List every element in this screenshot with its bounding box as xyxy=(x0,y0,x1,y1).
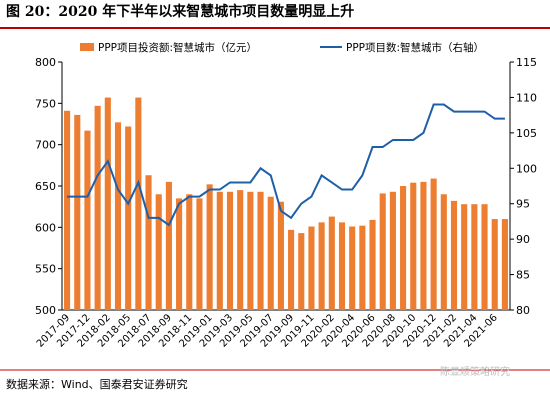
legend-swatch xyxy=(80,43,94,51)
chart-title: 图 20：2020 年下半年以来智慧城市项目数量明显上升 xyxy=(6,3,354,20)
bar xyxy=(267,196,274,310)
y-tick-label: 800 xyxy=(35,56,56,69)
bar xyxy=(125,126,132,310)
bar xyxy=(450,200,458,310)
bar xyxy=(155,194,162,310)
bar xyxy=(237,190,244,310)
bar xyxy=(135,97,142,311)
y-tick-label: 600 xyxy=(35,221,56,234)
y2-tick-label: 105 xyxy=(516,127,537,140)
bar xyxy=(491,219,498,310)
bar xyxy=(338,222,346,310)
y2-tick-label: 85 xyxy=(516,269,530,282)
bar xyxy=(165,181,172,310)
bar xyxy=(501,219,508,310)
y2-tick-label: 90 xyxy=(516,233,530,246)
bar xyxy=(430,178,437,310)
y2-tick-label: 110 xyxy=(516,91,537,104)
bar xyxy=(145,175,152,310)
y2-tick-label: 95 xyxy=(516,198,530,211)
bar xyxy=(308,226,315,310)
y-tick-label: 700 xyxy=(35,139,56,152)
y2-tick-label: 115 xyxy=(516,56,537,69)
bar xyxy=(379,193,386,310)
bar xyxy=(64,110,71,310)
bar xyxy=(318,222,325,310)
bar xyxy=(206,184,213,310)
bar xyxy=(369,219,376,310)
bar xyxy=(277,201,284,310)
line xyxy=(67,103,505,227)
bar xyxy=(359,225,366,310)
bar xyxy=(410,182,417,310)
bar xyxy=(288,229,295,310)
bar xyxy=(461,204,468,310)
bar xyxy=(74,114,81,310)
bar xyxy=(420,181,427,310)
y2-tick-label: 80 xyxy=(516,304,530,317)
bar xyxy=(186,194,193,310)
bar xyxy=(400,186,407,310)
y-tick-label: 750 xyxy=(35,97,56,110)
bar xyxy=(104,97,111,311)
bar xyxy=(247,191,254,310)
legend-label: PPP项目投资额:智慧城市（亿元） xyxy=(98,41,257,54)
bar xyxy=(471,204,478,310)
bar xyxy=(196,198,203,310)
y-tick-label: 550 xyxy=(35,263,56,276)
bar xyxy=(176,198,183,310)
bar xyxy=(440,194,447,310)
watermark: 陈显顺策略研究 xyxy=(440,365,510,378)
y2-tick-label: 100 xyxy=(516,162,537,175)
bar xyxy=(349,226,356,310)
bar xyxy=(389,191,396,310)
bar xyxy=(298,233,305,310)
legend-label: PPP项目数:智慧城市（右轴） xyxy=(346,41,484,54)
bar xyxy=(481,204,488,310)
bar xyxy=(114,122,122,310)
bar xyxy=(216,191,223,310)
y-tick-label: 500 xyxy=(35,304,56,317)
bar xyxy=(226,191,234,310)
bar xyxy=(328,216,335,310)
bar xyxy=(84,130,91,310)
source: 数据来源：Wind、国泰君安证券研究 xyxy=(6,377,188,391)
bar xyxy=(257,191,264,310)
bar xyxy=(94,105,101,311)
y-tick-label: 650 xyxy=(35,180,56,193)
